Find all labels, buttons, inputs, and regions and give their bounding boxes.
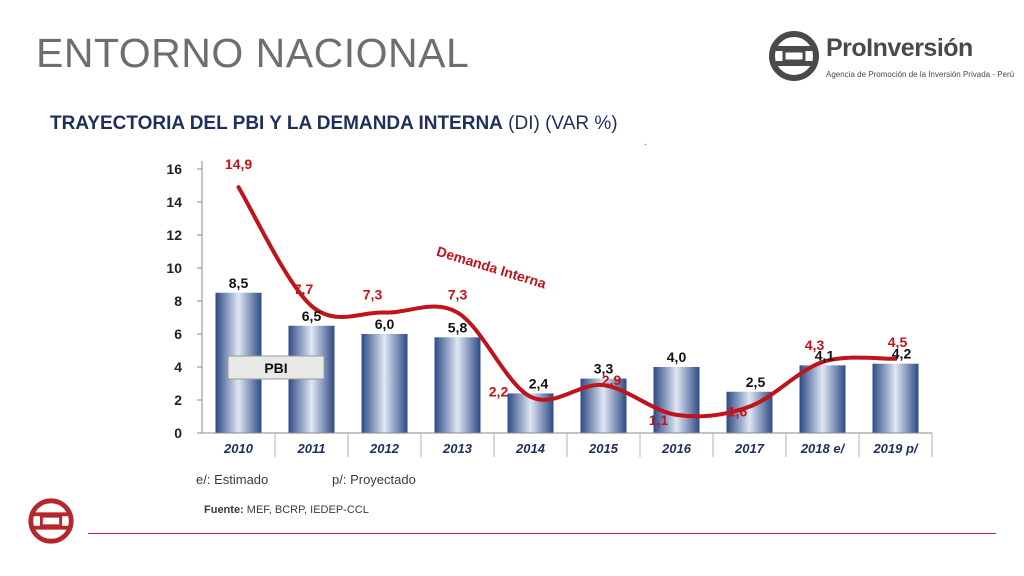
legend-pbi-label: PBI — [264, 360, 287, 376]
y-tick-label: 8 — [174, 293, 182, 309]
bar-pbi-2018e — [799, 365, 846, 433]
x-tick-label: 2017 — [734, 441, 765, 456]
line-demanda-interna — [236, 185, 898, 419]
source-text: MEF, BCRP, IEDEP-CCL — [243, 504, 369, 516]
footer-emblem-icon — [28, 498, 74, 544]
y-tick-label: 4 — [174, 359, 182, 375]
bar-value-label: 6,0 — [375, 316, 395, 332]
subtitle-dot: . — [644, 137, 647, 148]
bar-pbi-2013 — [434, 337, 481, 433]
legend-pbi-box — [227, 355, 325, 380]
logo-name: ProInversión — [826, 34, 973, 62]
x-tick-label: 2015 — [588, 441, 619, 456]
bar-value-label: 2,4 — [529, 375, 549, 391]
line-value-label: 4,3 — [805, 337, 825, 353]
line-value-label: 2,2 — [489, 384, 509, 400]
bar-value-label: 5,8 — [448, 319, 468, 335]
bar-value-label: 6,5 — [302, 308, 322, 324]
line-value-label: 14,9 — [225, 156, 252, 172]
logo-tagline: Agencia de Promoción de la Inversión Pri… — [826, 70, 1015, 79]
x-tick-label: 2018 e/ — [800, 441, 846, 456]
line-value-label: 7,3 — [363, 287, 383, 303]
bar-pbi-2019p — [872, 363, 919, 433]
line-value-label: 2,9 — [602, 372, 622, 388]
footer-divider — [88, 533, 996, 534]
x-tick-label: 2010 — [223, 441, 254, 456]
bar-value-label: 4,1 — [815, 347, 835, 363]
note-estimado: e/: Estimado — [196, 472, 269, 487]
x-tick-label: 2019 p/ — [872, 441, 918, 456]
source-note: Fuente: MEF, BCRP, IEDEP-CCL — [204, 504, 369, 516]
line-value-label: 1,1 — [649, 412, 669, 428]
y-tick-label: 16 — [166, 161, 182, 177]
bar-value-label: 3,3 — [594, 361, 614, 377]
x-tick-label: 2013 — [442, 441, 473, 456]
x-tick-label: 2014 — [515, 441, 546, 456]
bar-pbi-2012 — [361, 334, 408, 433]
bar-value-label: 8,5 — [229, 275, 249, 291]
y-tick-label: 12 — [166, 227, 182, 243]
line-value-label: 1,6 — [728, 404, 748, 420]
source-label: Fuente: — [204, 504, 244, 516]
note-proyectado: p/: Proyectado — [332, 472, 416, 487]
x-tick-label: 2016 — [661, 441, 692, 456]
y-tick-label: 14 — [166, 194, 182, 210]
proinversion-emblem-icon — [769, 31, 819, 81]
bar-value-label: 2,5 — [746, 374, 766, 390]
bar-value-label: 4,2 — [892, 346, 912, 362]
bar-pbi-2016 — [653, 367, 700, 433]
chart-title-bold: TRAYECTORIA DEL PBI Y LA DEMANDA INTERNA — [50, 113, 503, 134]
proinversion-logo: ProInversión Agencia de Promoción de la … — [768, 28, 1014, 88]
y-tick-label: 6 — [174, 326, 182, 342]
line-series-label: Demanda Interna — [435, 243, 549, 292]
chart-title: TRAYECTORIA DEL PBI Y LA DEMANDA INTERNA… — [50, 113, 618, 135]
y-tick-label: 2 — [174, 392, 182, 408]
chart-title-rest: (DI) (VAR %) — [502, 113, 618, 134]
bar-value-label: 4,0 — [667, 349, 687, 365]
x-tick-label: 2012 — [369, 441, 400, 456]
line-value-label: 7,3 — [448, 287, 468, 303]
x-tick-label: 2011 — [297, 441, 326, 456]
y-tick-label: 0 — [174, 425, 182, 441]
y-tick-label: 10 — [166, 260, 182, 276]
line-value-label: 4,5 — [888, 334, 908, 350]
page-title: ENTORNO NACIONAL — [36, 30, 470, 76]
line-value-label: 7,7 — [294, 281, 314, 297]
